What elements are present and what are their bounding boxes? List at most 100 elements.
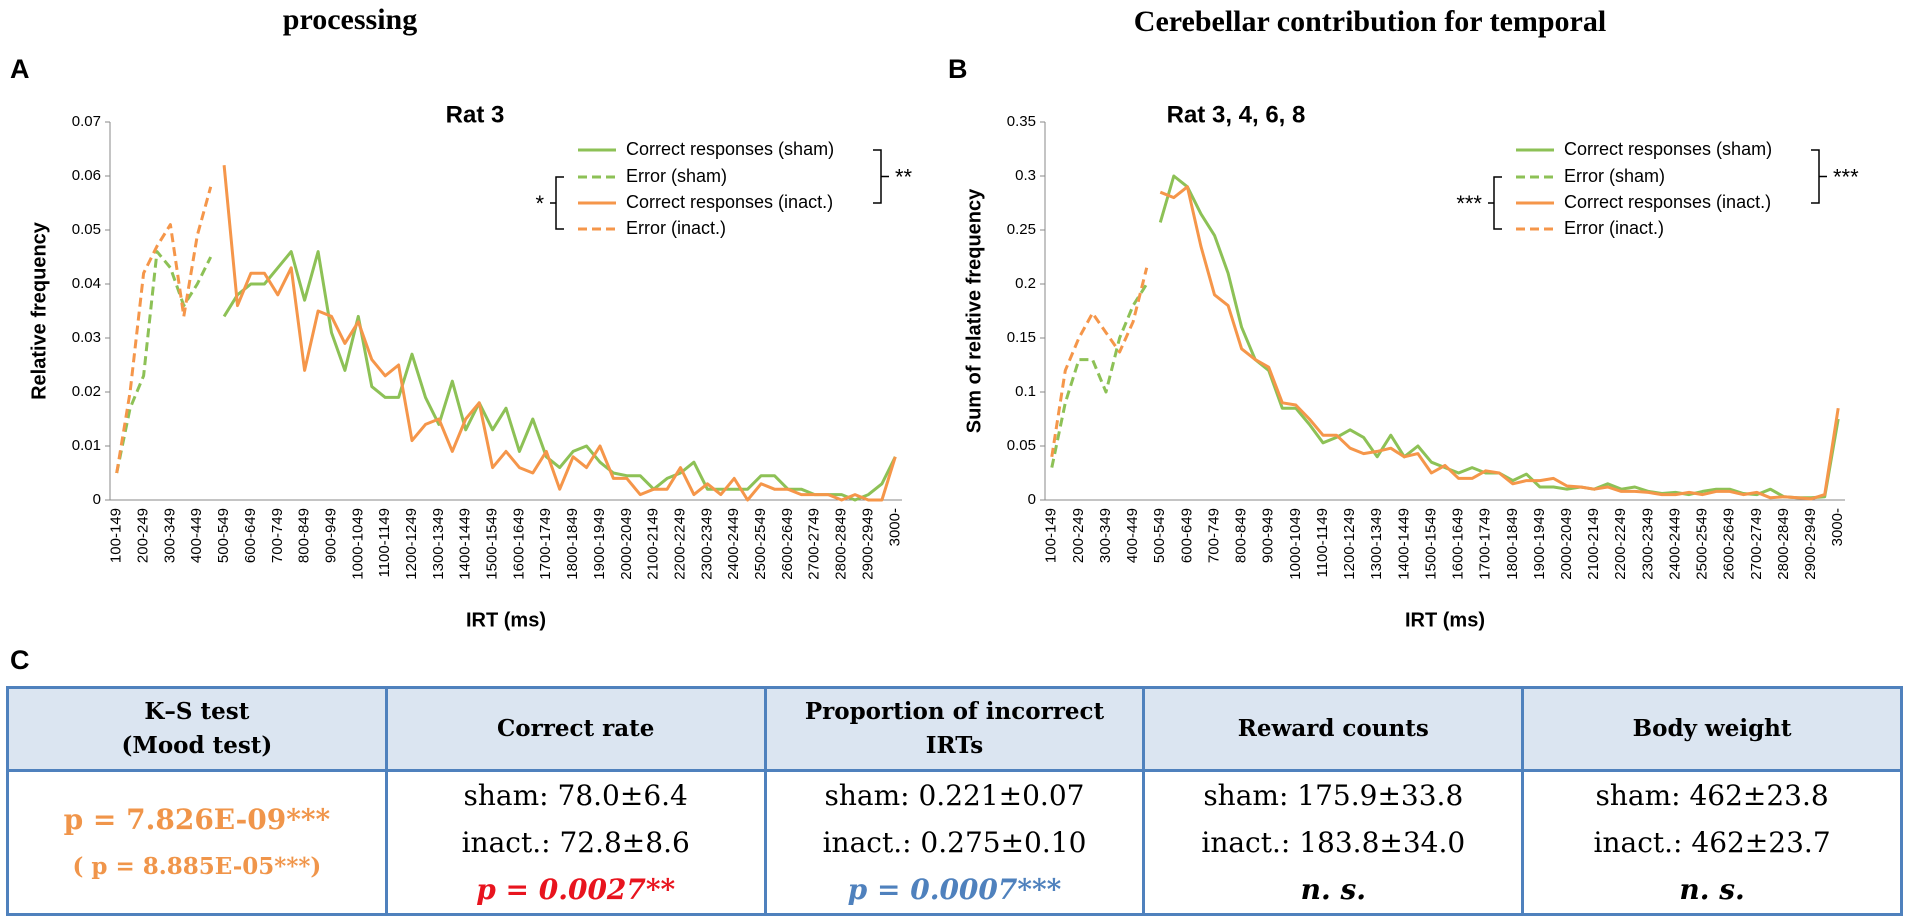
y-tick-label: 0.02	[72, 383, 101, 400]
cell: sham: 0.221±0.07 inact.: 0.275±0.10 p = 0.…	[763, 769, 1146, 916]
y-tick-label: 0.01	[72, 437, 101, 454]
x-tick-label: 1600-1649	[1450, 508, 1467, 580]
x-tick-label: 2100-2149	[645, 508, 662, 580]
y-tick-label: 0.05	[1007, 437, 1036, 454]
chart-title: Rat 3, 4, 6, 8	[1167, 101, 1306, 128]
x-tick-label: 2200-2249	[1612, 508, 1629, 580]
x-tick-label: 1800-1849	[564, 508, 581, 580]
x-tick-label: 1900-1949	[591, 508, 608, 580]
legend-label: Correct responses (inact.)	[626, 192, 833, 212]
x-tick-label: 800-849	[1233, 508, 1250, 563]
x-tick-label: 2300-2349	[1639, 508, 1656, 580]
bracket	[873, 149, 889, 204]
p-value: p = 7.826E-09***	[63, 802, 331, 836]
legend-label: Error (inact.)	[1564, 218, 1664, 238]
x-tick-label: 1200-1249	[1341, 508, 1358, 580]
not-significant: n. s.	[1679, 873, 1745, 906]
bracket	[1811, 149, 1827, 204]
x-tick-label: 400-449	[188, 508, 205, 563]
x-tick-label: 100-149	[108, 508, 125, 563]
x-tick-label: 1500-1549	[484, 508, 501, 580]
x-tick-label: 2000-2049	[1558, 508, 1575, 580]
cell-text: sham: 0.221±0.07	[824, 779, 1085, 812]
header-cell: Reward counts	[1142, 686, 1525, 772]
x-tick-label: 800-849	[296, 508, 313, 563]
p-value: p = 0.0027**	[476, 873, 676, 906]
y-tick-label: 0	[93, 491, 101, 508]
series-line	[115, 186, 213, 474]
x-tick-label: 2500-2549	[752, 508, 769, 580]
legend-label: Correct responses (sham)	[1564, 139, 1772, 159]
series-line	[222, 165, 897, 502]
x-tick-label: 500-549	[215, 508, 232, 563]
y-axis-label: Sum of relative frequency	[963, 188, 985, 433]
x-tick-label: 500-549	[1151, 508, 1168, 563]
not-significant: n. s.	[1300, 873, 1366, 906]
y-tick-label: 0.25	[1007, 221, 1036, 238]
header-text: Body weight	[1632, 715, 1792, 742]
header-cell: Body weight	[1521, 686, 1903, 772]
y-axis-label: Relative frequency	[28, 221, 50, 400]
y-tick-label: 0.2	[1015, 275, 1036, 292]
header-text: K–S test	[144, 698, 250, 725]
y-tick-label: 0.1	[1015, 383, 1036, 400]
x-tick-label: 900-949	[322, 508, 339, 563]
x-tick-label: 900-949	[1260, 508, 1277, 563]
y-tick-label: 0.15	[1007, 329, 1036, 346]
header-text: Proportion of incorrect	[804, 698, 1105, 725]
x-tick-label: 1100-1149	[1314, 508, 1331, 578]
chart-title: Rat 3	[446, 101, 505, 128]
p-value: ( p = 8.885E-05***)	[72, 852, 322, 880]
x-tick-label: 1600-1649	[510, 508, 527, 580]
header-cell: Proportion of incorrect IRTs	[763, 686, 1146, 772]
x-tick-label: 2000-2049	[618, 508, 635, 580]
x-tick-label: 2400-2449	[1666, 508, 1683, 580]
x-tick-label: 600-649	[1178, 508, 1195, 563]
series-line	[1050, 283, 1148, 468]
legend-label: Error (sham)	[1564, 166, 1665, 186]
stats-table: K–S test (Mood test) Correct rate Proport…	[6, 686, 1903, 916]
x-tick-label: 1400-1449	[457, 508, 474, 580]
cell: sham: 462±23.8 inact.: 462±23.7 n. s.	[1521, 769, 1903, 916]
y-tick-label: 0.35	[1007, 113, 1036, 130]
header-text: Reward counts	[1237, 715, 1429, 742]
series-line	[1158, 174, 1840, 500]
x-tick-label: 1100-1149	[376, 508, 393, 578]
x-tick-label: 300-349	[1097, 508, 1114, 563]
x-tick-label: 700-749	[269, 508, 286, 563]
y-tick-label: 0.04	[72, 275, 101, 292]
cell-text: inact.: 0.275±0.10	[822, 826, 1087, 859]
series-line	[1050, 267, 1149, 458]
header-cell: Correct rate	[384, 686, 767, 772]
significance-label: **	[895, 164, 913, 189]
x-tick-label: 1400-1449	[1395, 508, 1412, 580]
x-tick-label: 2600-2649	[779, 508, 796, 580]
legend-label: Correct responses (inact.)	[1564, 192, 1771, 212]
header-text: (Mood test)	[121, 732, 273, 759]
series-line	[1159, 185, 1840, 501]
x-tick-label: 1000-1049	[1287, 508, 1304, 580]
x-tick-label: 1900-1949	[1531, 508, 1548, 580]
cell-text: inact.: 462±23.7	[1593, 826, 1831, 859]
x-tick-label: 2500-2549	[1694, 508, 1711, 580]
x-tick-label: 2100-2149	[1585, 508, 1602, 580]
significance-label: ***	[1456, 191, 1482, 216]
x-tick-label: 200-249	[1070, 508, 1087, 563]
y-tick-label: 0.06	[72, 167, 101, 184]
y-tick-label: 0.3	[1015, 167, 1036, 184]
x-tick-label: 2800-2849	[833, 508, 850, 580]
y-tick-label: 0.07	[72, 113, 101, 130]
x-tick-label: 2900-2949	[859, 508, 876, 580]
x-tick-label: 2700-2749	[806, 508, 823, 580]
legend-label: Correct responses (sham)	[626, 139, 834, 159]
series-line	[115, 250, 213, 474]
x-tick-label: 600-649	[242, 508, 259, 563]
y-tick-label: 0.03	[72, 329, 101, 346]
x-tick-label: 2700-2749	[1748, 508, 1765, 580]
series-line	[222, 250, 897, 502]
x-tick-label: 200-249	[135, 508, 152, 563]
cell-text: sham: 78.0±6.4	[463, 779, 688, 812]
significance-label: *	[535, 191, 544, 216]
